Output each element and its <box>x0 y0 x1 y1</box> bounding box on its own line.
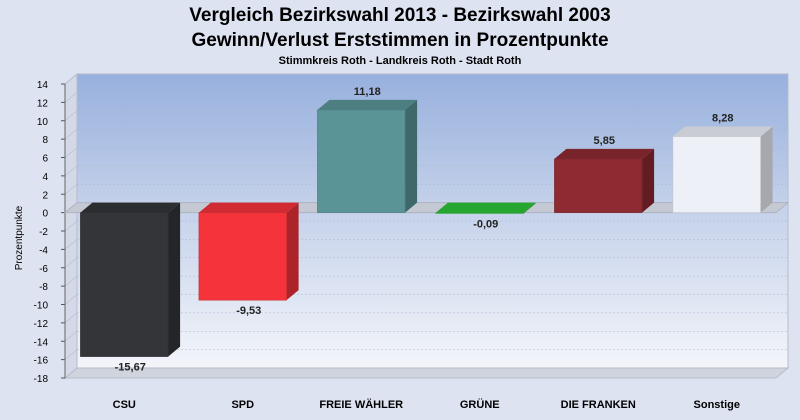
y-tick-label: 12 <box>37 98 49 109</box>
data-label: 8,28 <box>712 113 733 125</box>
y-tick-label: 0 <box>42 209 48 220</box>
grid-line-side <box>64 331 78 342</box>
y-tick-label: -10 <box>34 301 49 312</box>
grid-line-side <box>64 73 78 85</box>
bar-top <box>317 99 418 110</box>
bar-front <box>80 212 169 357</box>
grid-line-side <box>64 220 78 232</box>
grid-line-side <box>64 312 78 324</box>
bar-top <box>672 126 773 137</box>
bar-die-franken <box>554 148 655 213</box>
bar-front <box>672 136 761 213</box>
x-axis: CSU SPD FREIE WÄHLER GRÜNE DIE FRANKEN Sonsti… <box>113 398 740 411</box>
data-label: 5,85 <box>594 135 615 147</box>
bar-top <box>198 202 299 213</box>
grid-line-side <box>64 147 78 158</box>
bar-spd <box>198 202 299 301</box>
bar-csu <box>80 202 181 357</box>
y-tick-label: 10 <box>37 117 49 128</box>
data-label: -15,67 <box>115 362 146 374</box>
grid-line-side <box>64 165 78 177</box>
data-label: -0,09 <box>473 218 498 230</box>
grid-line-side <box>64 257 78 268</box>
bar-front <box>554 158 643 213</box>
y-tick-label: -14 <box>34 337 49 348</box>
bar-side <box>760 126 773 213</box>
bars <box>80 99 773 357</box>
grid-line-side <box>64 367 78 379</box>
y-tick-label: 2 <box>42 190 48 201</box>
bar-freie-w-hler <box>317 99 418 213</box>
bar-side <box>286 202 299 301</box>
grid-line-side <box>64 275 78 287</box>
y-tick-label: -4 <box>39 245 48 256</box>
x-tick-label: CSU <box>113 399 136 411</box>
floor <box>63 367 790 379</box>
x-tick-label: Sonstige <box>694 399 740 411</box>
bar-side <box>523 202 536 214</box>
y-tick-label: 14 <box>37 80 49 91</box>
y-tick-label: -12 <box>34 319 49 330</box>
bar-side <box>642 148 655 213</box>
bar-front <box>317 109 406 213</box>
y-axis-label: Prozentpunkte <box>14 205 25 270</box>
chart-region-subtitle: Stimmkreis Roth - Landkreis Roth - Stadt… <box>279 55 522 67</box>
bar-gr-ne <box>435 202 536 214</box>
grid-line-side <box>64 184 78 195</box>
y-axis: 14 12 10 8 6 4 2 0 -2 -4 -6 -8 -10 -12 -14 -16 -18 <box>34 80 66 385</box>
data-labels: -15,67 -9,53 11,18 -0,09 5,85 8,28 <box>115 86 734 374</box>
bar-front <box>435 212 524 214</box>
bar-top <box>80 202 181 213</box>
chart-title: Vergleich Bezirkswahl 2013 - Bezirkswahl… <box>189 5 610 26</box>
bar-side <box>405 99 418 213</box>
data-label: 11,18 <box>354 86 381 98</box>
y-tick-label: -2 <box>39 227 48 238</box>
chart-subtitle: Gewinn/Verlust Erststimmen in Prozentpun… <box>191 30 608 51</box>
x-tick-label: DIE FRANKEN <box>561 399 636 411</box>
y-tick-label: 4 <box>42 172 48 183</box>
bar-front <box>198 212 287 301</box>
bar-top <box>435 202 536 213</box>
x-tick-label: SPD <box>231 399 254 411</box>
y-tick-label: -18 <box>34 374 49 385</box>
x-tick-label: FREIE WÄHLER <box>319 398 403 411</box>
y-tick-label: -8 <box>39 282 48 293</box>
bar-top <box>554 148 655 159</box>
y-tick-label: 6 <box>42 154 48 165</box>
y-tick-label: -6 <box>39 264 48 275</box>
bar-sonstige <box>672 126 773 213</box>
bar-side <box>168 202 181 357</box>
grid-line-side <box>64 92 78 103</box>
data-label: -9,53 <box>236 305 261 317</box>
grid-line-side <box>64 110 78 121</box>
grid-line-side <box>64 349 78 360</box>
y-tick-label: -16 <box>34 356 49 367</box>
grid-line-side <box>64 239 78 250</box>
y-tick-label: 8 <box>42 135 48 146</box>
grid-line-side <box>64 128 78 140</box>
x-tick-label: GRÜNE <box>460 398 500 411</box>
grid-line-side <box>64 294 78 305</box>
